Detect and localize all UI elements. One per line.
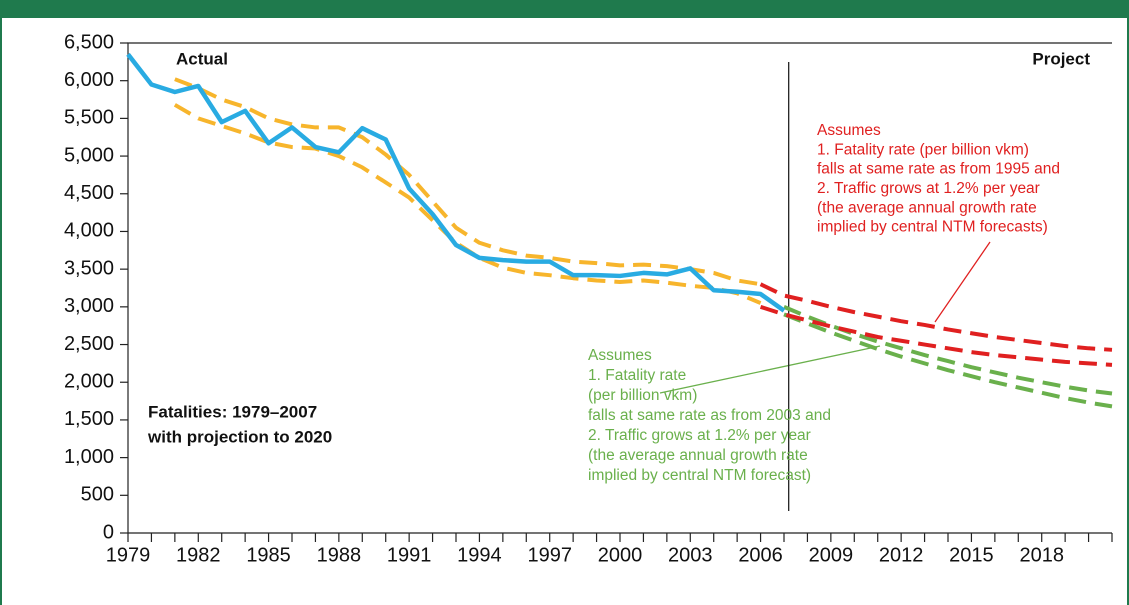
y-tick-label: 4,000 (64, 220, 114, 242)
y-tick-label: 3,500 (64, 257, 114, 279)
red-note: (the average annual growth rate (817, 199, 1037, 216)
trend-line (783, 312, 1113, 409)
green-note: 1. Fatality rate (588, 367, 686, 384)
y-tick-label: 5,000 (64, 144, 114, 166)
y-tick-label: 2,000 (64, 371, 114, 393)
left-border (0, 0, 2, 605)
trend-line (174, 77, 761, 287)
x-tick-label: 2012 (879, 544, 924, 566)
x-tick-label: 2000 (598, 544, 643, 566)
y-tick-label: 0 (103, 521, 114, 543)
red-note: 1. Fatality rate (per billion vkm) (817, 141, 1029, 158)
red-note: implied by central NTM forecasts) (817, 219, 1048, 236)
x-tick-label: 1982 (176, 544, 221, 566)
green-note: implied by central NTM forecast) (588, 467, 811, 484)
chart-title: Fatalities: 1979–2007 (148, 402, 317, 421)
green-note: (per billion vkm) (588, 387, 697, 404)
red-note: 2. Traffic grows at 1.2% per year (817, 180, 1040, 197)
x-tick-label: 1979 (106, 544, 151, 566)
x-tick-label: 1997 (527, 544, 572, 566)
actual-label: Actual (176, 49, 228, 68)
trend-line (759, 304, 1113, 367)
y-tick-label: 3,000 (64, 295, 114, 317)
x-tick-label: 2006 (738, 544, 783, 566)
red-pointer (934, 241, 991, 323)
chart-title: with projection to 2020 (147, 427, 332, 446)
x-tick-label: 1985 (246, 544, 291, 566)
y-tick-label: 2,500 (64, 333, 114, 355)
y-tick-label: 5,500 (64, 107, 114, 129)
trend-line (759, 282, 1113, 352)
y-tick-label: 6,500 (64, 31, 114, 53)
x-tick-label: 1994 (457, 544, 502, 566)
green-note: 2. Traffic grows at 1.2% per year (588, 427, 811, 444)
x-tick-label: 1991 (387, 544, 432, 566)
right-border (1127, 0, 1129, 605)
green-pointer (659, 345, 881, 394)
x-tick-label: 2009 (809, 544, 854, 566)
y-tick-label: 1,500 (64, 408, 114, 430)
green-note: (the average annual growth rate (588, 447, 808, 464)
green-note: falls at same rate as from 2003 and (588, 407, 831, 424)
project-label: Project (1032, 49, 1090, 68)
x-tick-label: 1988 (317, 544, 362, 566)
y-tick-label: 6,000 (64, 69, 114, 91)
top-band (0, 0, 1129, 18)
x-tick-label: 2003 (668, 544, 713, 566)
red-note: Assumes (817, 122, 881, 139)
y-tick-label: 500 (81, 484, 114, 506)
x-tick-label: 2018 (1019, 544, 1064, 566)
x-tick-label: 2015 (949, 544, 994, 566)
green-note: Assumes (588, 347, 652, 364)
actual-line (126, 52, 786, 313)
y-tick-label: 1,000 (64, 446, 114, 468)
red-note: falls at same rate as from 1995 and (817, 161, 1060, 178)
y-tick-label: 4,500 (64, 182, 114, 204)
